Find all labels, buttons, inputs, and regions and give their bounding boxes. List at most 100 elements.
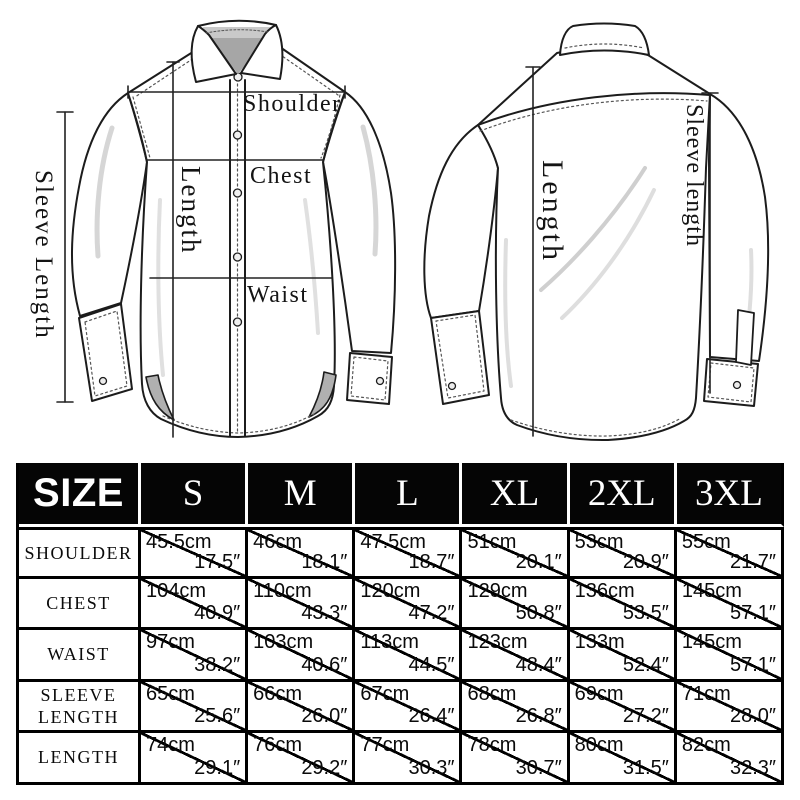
- back-right-sleeve: [708, 93, 770, 362]
- back-collar: [559, 22, 650, 56]
- inch-value: 21.7″: [729, 550, 776, 573]
- cell-sleeve-xl: 68cm 26.8″: [462, 681, 570, 734]
- row-label-sleeve-length: SLEEVE LENGTH: [19, 681, 141, 734]
- cell-shoulder-3xl: 55cm 21.7″: [676, 527, 784, 579]
- inch-value: 18.7″: [408, 550, 455, 573]
- front-measure-lines: [56, 61, 346, 438]
- inch-value: 26.8″: [515, 705, 562, 728]
- cell-chest-3xl: 145cm 57.1″: [676, 578, 784, 631]
- back-body: [477, 47, 711, 442]
- front-left-cuff: [78, 303, 133, 402]
- size-table: SIZE S M L XL 2XL 3XL SHOULDER 45.5cm 17.…: [16, 463, 784, 785]
- cell-length-2xl: 80cm 31.5″: [569, 733, 677, 785]
- inch-value: 17.5″: [194, 550, 241, 573]
- size-header-label: SIZE: [33, 471, 124, 515]
- front-shoulder-label: Shoulder: [243, 91, 342, 117]
- cm-value: 145cm: [681, 579, 742, 602]
- cell-waist-s: 97cm 38.2″: [141, 630, 249, 682]
- back-right-cuff-button: [732, 380, 742, 390]
- back-measure-lines: [525, 66, 719, 437]
- cm-value: 104cm: [146, 579, 207, 602]
- column-header-2xl: 2XL: [569, 463, 677, 527]
- front-shading: [94, 124, 379, 377]
- cell-length-3xl: 82cm 32.3″: [676, 733, 784, 785]
- cm-value: 71cm: [681, 682, 731, 705]
- front-waist-label: Waist: [247, 282, 309, 308]
- cell-chest-m: 110cm 43.3″: [248, 578, 356, 631]
- cell-chest-s: 104cm 40.9″: [141, 578, 249, 631]
- back-left-sleeve: [423, 124, 499, 319]
- inch-value: 30.7″: [515, 756, 562, 779]
- cm-value: 45.5cm: [146, 531, 212, 553]
- inch-value: 48.4″: [515, 653, 562, 676]
- inch-value: 57.1″: [729, 653, 776, 676]
- inch-value: 53.5″: [622, 602, 669, 625]
- inch-value: 26.4″: [408, 705, 455, 728]
- cm-value: 66cm: [253, 682, 303, 705]
- column-header-xl: XL: [462, 463, 570, 527]
- inch-value: 40.9″: [194, 602, 241, 625]
- inch-value: 44.5″: [408, 653, 455, 676]
- inch-value: 18.1″: [301, 550, 348, 573]
- cell-shoulder-s: 45.5cm 17.5″: [141, 527, 249, 579]
- inch-value: 47.2″: [408, 602, 455, 625]
- cell-waist-m: 103cm 40.6″: [248, 630, 356, 682]
- row-label-length: LENGTH: [19, 733, 141, 785]
- cm-value: 46cm: [253, 531, 303, 553]
- front-chest-label: Chest: [250, 163, 312, 189]
- cell-waist-xl: 123cm 48.4″: [462, 630, 570, 682]
- front-right-cuff-button: [375, 376, 385, 386]
- cm-value: 74cm: [146, 734, 195, 757]
- cell-waist-l: 113cm 44.5″: [355, 630, 463, 682]
- column-header-s: S: [141, 463, 249, 527]
- cell-sleeve-2xl: 69cm 27.2″: [569, 681, 677, 734]
- inch-value: 25.6″: [194, 705, 241, 728]
- cell-shoulder-xl: 51cm 20.1″: [462, 527, 570, 579]
- inch-value: 26.0″: [301, 705, 348, 728]
- cm-value: 76cm: [253, 734, 303, 757]
- cm-value: 68cm: [467, 682, 517, 705]
- cell-shoulder-m: 46cm 18.1″: [248, 527, 356, 579]
- cm-value: 53cm: [574, 531, 624, 553]
- cm-value: 51cm: [467, 531, 517, 553]
- cell-waist-3xl: 145cm 57.1″: [676, 630, 784, 682]
- back-yoke-seam: [477, 92, 711, 126]
- front-left-cuff-button: [98, 376, 108, 386]
- back-length-label: Length: [536, 160, 569, 263]
- cell-sleeve-s: 65cm 25.6″: [141, 681, 249, 734]
- inch-value: 30.3″: [408, 756, 455, 779]
- cm-value: 67cm: [360, 682, 410, 705]
- cm-value: 47.5cm: [360, 531, 426, 553]
- row-label-shoulder: SHOULDER: [19, 527, 141, 579]
- front-collar: [190, 19, 284, 83]
- cell-length-s: 74cm 29.1″: [141, 733, 249, 785]
- front-stitching: [84, 50, 389, 434]
- inch-value: 27.2″: [622, 705, 669, 728]
- inch-value: 32.3″: [729, 756, 776, 779]
- cell-chest-2xl: 136cm 53.5″: [569, 578, 677, 631]
- back-shirt-drawing: [423, 22, 770, 442]
- row-label-waist: WAIST: [19, 630, 141, 682]
- back-right-sleeve-placket: [735, 309, 755, 366]
- back-left-cuff-button: [447, 381, 457, 391]
- cm-value: 123cm: [467, 631, 528, 654]
- back-shading: [503, 166, 754, 388]
- cm-value: 113cm: [360, 631, 419, 654]
- cm-value: 120cm: [360, 579, 421, 602]
- table-corner-header: SIZE: [19, 463, 141, 527]
- cm-value: 77cm: [360, 734, 410, 757]
- front-right-cuff: [346, 352, 393, 405]
- front-sleeve-length-label: Sleeve Length: [30, 170, 57, 340]
- cm-value: 129cm: [467, 579, 528, 602]
- cell-sleeve-l: 67cm 26.4″: [355, 681, 463, 734]
- inch-value: 52.4″: [622, 653, 669, 676]
- cm-value: 133m: [574, 631, 625, 654]
- column-header-m: M: [248, 463, 356, 527]
- inch-value: 20.9″: [622, 550, 669, 573]
- back-sleeve-length-label: Sleeve length: [681, 104, 707, 247]
- inch-value: 50.8″: [515, 602, 562, 625]
- inch-value: 29.2″: [301, 756, 348, 779]
- inch-value: 43.3″: [301, 602, 348, 625]
- cell-waist-2xl: 133m 52.4″: [569, 630, 677, 682]
- inch-value: 20.1″: [515, 550, 562, 573]
